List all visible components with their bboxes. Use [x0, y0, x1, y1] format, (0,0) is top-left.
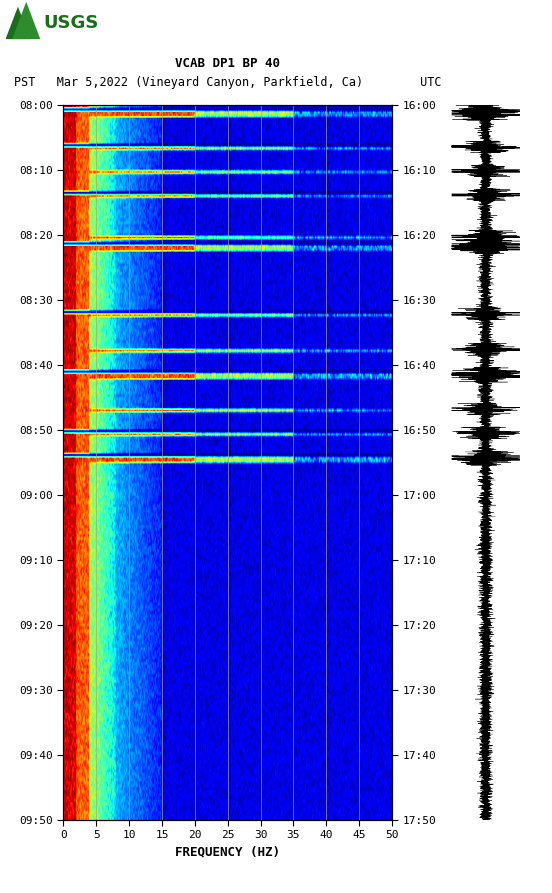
Text: PST   Mar 5,2022 (Vineyard Canyon, Parkfield, Ca)        UTC: PST Mar 5,2022 (Vineyard Canyon, Parkfie… — [14, 76, 442, 89]
Text: VCAB DP1 BP 40: VCAB DP1 BP 40 — [175, 56, 280, 70]
X-axis label: FREQUENCY (HZ): FREQUENCY (HZ) — [175, 846, 280, 859]
Polygon shape — [6, 7, 30, 39]
Text: USGS: USGS — [44, 14, 99, 32]
Polygon shape — [12, 2, 40, 39]
